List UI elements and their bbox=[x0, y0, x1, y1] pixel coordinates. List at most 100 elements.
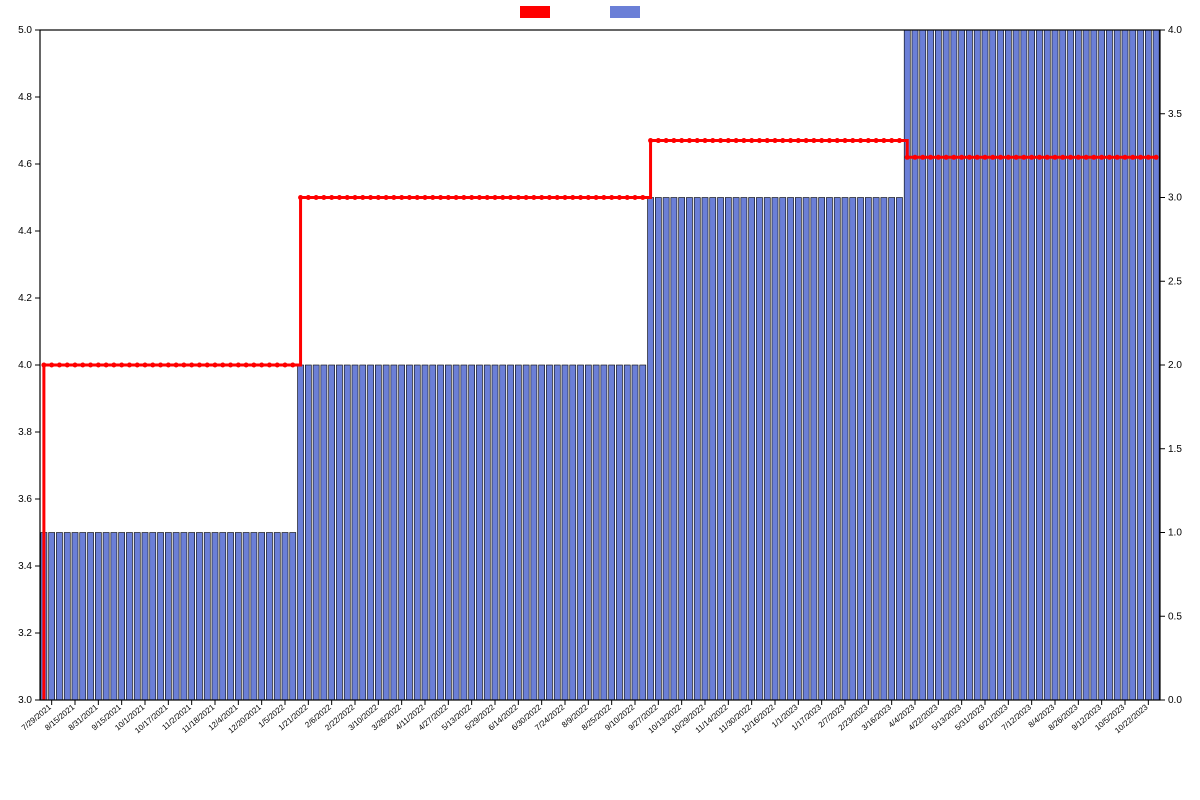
line-marker bbox=[213, 363, 218, 368]
line-marker bbox=[959, 155, 964, 160]
bar bbox=[531, 365, 537, 700]
bar bbox=[718, 198, 724, 701]
line-marker bbox=[586, 195, 591, 200]
line-marker bbox=[1045, 155, 1050, 160]
line-marker bbox=[461, 195, 466, 200]
line-marker bbox=[570, 195, 575, 200]
line-marker bbox=[757, 138, 762, 143]
bar bbox=[702, 198, 708, 701]
bar bbox=[523, 365, 529, 700]
line-marker bbox=[687, 138, 692, 143]
line-marker bbox=[819, 138, 824, 143]
bar bbox=[391, 365, 397, 700]
bar bbox=[95, 533, 101, 701]
line-marker bbox=[438, 195, 443, 200]
line-marker bbox=[594, 195, 599, 200]
line-marker bbox=[780, 138, 785, 143]
bar bbox=[438, 365, 444, 700]
bar bbox=[811, 198, 817, 701]
y-right-tick-label: 3.0 bbox=[1168, 193, 1182, 204]
line-marker bbox=[399, 195, 404, 200]
bar bbox=[360, 365, 366, 700]
bar bbox=[920, 30, 926, 700]
bar bbox=[554, 365, 560, 700]
y-left-tick-label: 4.6 bbox=[18, 159, 32, 170]
line-marker bbox=[127, 363, 132, 368]
line-marker bbox=[88, 363, 93, 368]
line-marker bbox=[407, 195, 412, 200]
bar bbox=[368, 365, 374, 700]
bar bbox=[694, 198, 700, 701]
line-marker bbox=[609, 195, 614, 200]
bar bbox=[469, 365, 475, 700]
line-marker bbox=[1021, 155, 1026, 160]
bar bbox=[1021, 30, 1027, 700]
line-marker bbox=[376, 195, 381, 200]
bar bbox=[142, 533, 148, 701]
bar bbox=[764, 198, 770, 701]
bar bbox=[189, 533, 195, 701]
line-marker bbox=[773, 138, 778, 143]
bar bbox=[336, 365, 342, 700]
y-left-axis: 3.03.23.43.63.84.04.24.44.64.85.0 bbox=[18, 25, 40, 706]
bar bbox=[935, 30, 941, 700]
line-marker bbox=[998, 155, 1003, 160]
line-marker bbox=[189, 363, 194, 368]
bar bbox=[313, 365, 319, 700]
bar bbox=[484, 365, 490, 700]
bar bbox=[329, 365, 335, 700]
line-marker bbox=[104, 363, 109, 368]
bar bbox=[1060, 30, 1066, 700]
bar bbox=[476, 365, 482, 700]
bar bbox=[1153, 30, 1159, 700]
y-left-tick-label: 4.4 bbox=[18, 226, 32, 237]
line-marker bbox=[866, 138, 871, 143]
chart-container: 3.03.23.43.63.84.04.24.44.64.85.00.00.51… bbox=[0, 0, 1200, 800]
line-marker bbox=[695, 138, 700, 143]
bar bbox=[865, 198, 871, 701]
line-marker bbox=[360, 195, 365, 200]
bar bbox=[1083, 30, 1089, 700]
bar bbox=[834, 198, 840, 701]
y-right-tick-label: 4.0 bbox=[1168, 25, 1182, 36]
line-marker bbox=[485, 195, 490, 200]
bar bbox=[616, 365, 622, 700]
bar bbox=[500, 365, 506, 700]
bar bbox=[819, 198, 825, 701]
line-marker bbox=[1154, 155, 1159, 160]
bar bbox=[904, 30, 910, 700]
line-marker bbox=[275, 363, 280, 368]
bar bbox=[1005, 30, 1011, 700]
bar bbox=[959, 30, 965, 700]
line-marker bbox=[150, 363, 155, 368]
bar bbox=[64, 533, 70, 701]
line-marker bbox=[936, 155, 941, 160]
bar bbox=[251, 533, 257, 701]
line-marker bbox=[368, 195, 373, 200]
bar bbox=[562, 365, 568, 700]
line-marker bbox=[321, 195, 326, 200]
line-marker bbox=[874, 138, 879, 143]
line-marker bbox=[718, 138, 723, 143]
line-marker bbox=[640, 195, 645, 200]
line-marker bbox=[881, 138, 886, 143]
bar bbox=[196, 533, 202, 701]
line-marker bbox=[337, 195, 342, 200]
legend bbox=[520, 6, 640, 18]
bar bbox=[951, 30, 957, 700]
y-right-tick-label: 2.0 bbox=[1168, 360, 1182, 371]
line-marker bbox=[664, 138, 669, 143]
bar bbox=[266, 533, 272, 701]
line-marker bbox=[1107, 155, 1112, 160]
bar bbox=[508, 365, 514, 700]
line-marker bbox=[298, 195, 303, 200]
bar bbox=[352, 365, 358, 700]
bar bbox=[842, 198, 848, 701]
y-right-axis: 0.00.51.01.52.02.53.03.54.0 bbox=[1160, 25, 1182, 706]
line-marker bbox=[228, 363, 233, 368]
bar bbox=[88, 533, 94, 701]
bar bbox=[998, 30, 1004, 700]
line-marker bbox=[788, 138, 793, 143]
line-marker bbox=[1006, 155, 1011, 160]
line-marker bbox=[259, 363, 264, 368]
